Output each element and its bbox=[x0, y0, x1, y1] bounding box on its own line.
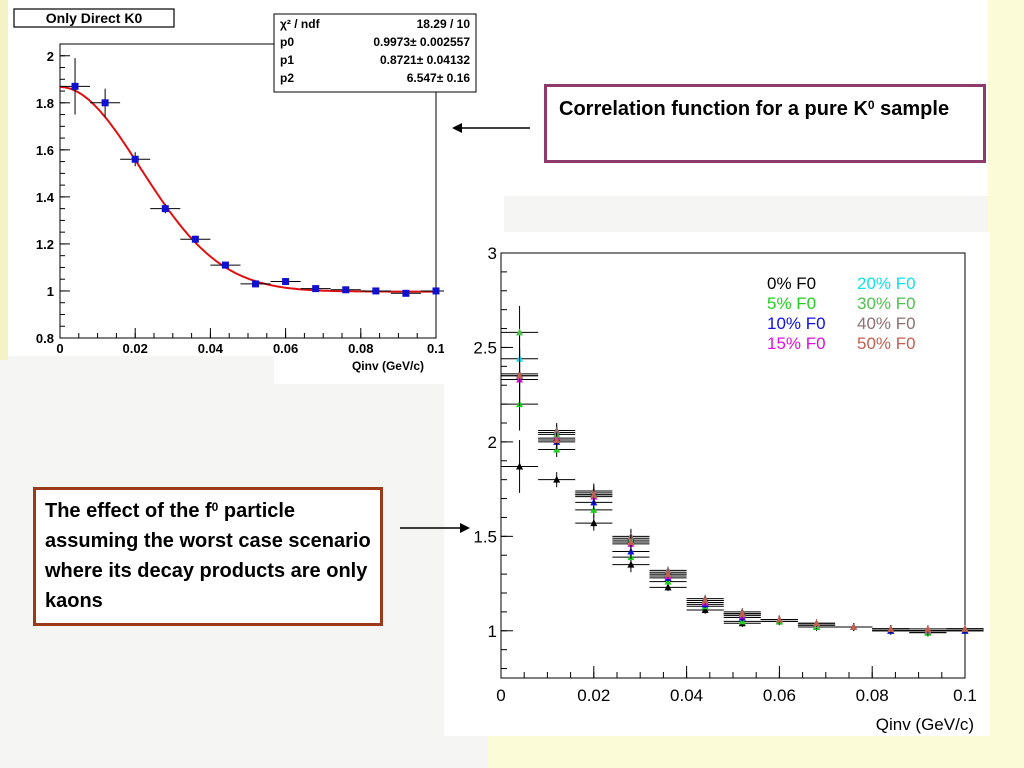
chart1-x-tick-label: 0.04 bbox=[198, 341, 224, 356]
chart2-legend-entry: 30% F0 bbox=[857, 294, 916, 313]
chart2-x-axis-label: Qinv (GeV/c) bbox=[876, 715, 974, 734]
chart2-point bbox=[813, 619, 821, 627]
callout-f0-text-pre: The effect of the f bbox=[45, 500, 212, 522]
chart1-x-tick-label: 0.06 bbox=[273, 341, 298, 356]
chart1-x-tick-label: 0.02 bbox=[123, 341, 148, 356]
chart1-stats-label: p0 bbox=[280, 35, 294, 49]
chart1-stats-label: χ² / ndf bbox=[280, 17, 321, 31]
chart2-legend-entry: 15% F0 bbox=[767, 334, 826, 353]
chart2-x-tick-label: 0.04 bbox=[670, 686, 703, 705]
chart1-title-box bbox=[13, 8, 175, 28]
arrow-to-chart1 bbox=[452, 123, 530, 133]
chart1-y-tick-label: 1.2 bbox=[36, 237, 54, 252]
background-strip-right bbox=[988, 0, 1024, 768]
chart2-point bbox=[516, 462, 524, 470]
chart2-point bbox=[924, 624, 932, 632]
chart2-point bbox=[701, 596, 709, 604]
chart2-point bbox=[664, 583, 672, 591]
chart2-legend-entry: 40% F0 bbox=[857, 314, 916, 333]
chart1-point bbox=[282, 278, 290, 286]
chart2-legend-entry: 10% F0 bbox=[767, 314, 826, 333]
chart1-point bbox=[372, 287, 380, 295]
callout-f0-superscript: 0 bbox=[211, 500, 219, 514]
chart2-panel bbox=[444, 232, 990, 736]
chart1-point bbox=[252, 280, 260, 288]
chart2-point bbox=[553, 426, 561, 434]
chart1-point bbox=[161, 205, 169, 213]
chart2-point bbox=[961, 624, 969, 632]
chart1-stats-box bbox=[273, 13, 477, 93]
chart2-y-tick-label: 2 bbox=[488, 433, 497, 452]
chart2-x-tick-label: 0.06 bbox=[763, 686, 796, 705]
chart2-point bbox=[775, 615, 783, 623]
chart1-point bbox=[342, 286, 350, 294]
chart2-y-tick-label: 3 bbox=[488, 244, 497, 263]
chart2-point bbox=[627, 538, 635, 545]
chart1-x-tick-label: 0.08 bbox=[348, 341, 373, 356]
chart1-point bbox=[101, 99, 109, 107]
chart1-point bbox=[432, 287, 440, 295]
callout-pure-k0-tail: sample bbox=[874, 98, 950, 120]
chart1-y-tick-label: 0.8 bbox=[36, 331, 54, 346]
chart1-y-tick-label: 1.8 bbox=[36, 96, 54, 111]
chart1-y-tick-label: 1.4 bbox=[36, 190, 55, 205]
chart1-stats-label: p2 bbox=[280, 71, 294, 85]
background-strip-left bbox=[0, 0, 8, 360]
chart2-point bbox=[553, 436, 561, 443]
chart2-legend-entry: 50% F0 bbox=[857, 334, 916, 353]
chart1-stats-value: 0.9973± 0.002557 bbox=[373, 35, 470, 49]
chart1-x-tick-label: 0.1 bbox=[427, 341, 445, 356]
chart2-legend-entry: 20% F0 bbox=[857, 274, 916, 293]
chart1-point bbox=[402, 289, 410, 297]
callout-pure-k0-text: Correlation function for a pure K bbox=[559, 98, 868, 120]
callout-f0-effect: The effect of the f0 particle assuming t… bbox=[33, 487, 383, 626]
chart1-stats-value: 6.547± 0.16 bbox=[407, 71, 471, 85]
background-strip-bottom bbox=[488, 736, 1024, 768]
chart1-point bbox=[71, 82, 79, 90]
chart2-point bbox=[553, 475, 561, 483]
chart2-x-tick-label: 0 bbox=[496, 686, 505, 705]
chart2-point bbox=[590, 490, 598, 498]
chart2-legend-entry: 0% F0 bbox=[767, 274, 816, 293]
chart2-point bbox=[516, 371, 524, 379]
chart1-y-tick-label: 1 bbox=[47, 284, 54, 299]
chart1-direct-k0: Only Direct K0 0 0.02 0.04 0.06 0.08 0.1 0.8 1 1… bbox=[13, 8, 477, 373]
chart2-point bbox=[590, 519, 598, 527]
chart2-point bbox=[850, 623, 858, 630]
chart1-title: Only Direct K0 bbox=[46, 10, 143, 26]
chart1-point bbox=[312, 285, 320, 293]
chart1-point bbox=[131, 155, 139, 163]
chart1-x-tick-label: 0 bbox=[56, 341, 63, 356]
chart2-point bbox=[887, 624, 895, 632]
chart1-x-axis-label: Qinv (GeV/c) bbox=[352, 359, 424, 373]
callout-pure-k0: Correlation function for a pure K0 sampl… bbox=[544, 84, 986, 163]
chart2-x-tick-label: 0.08 bbox=[856, 686, 889, 705]
chart2-point bbox=[738, 609, 746, 617]
chart2-f0-effect: 0 0.02 0.04 0.06 0.08 0.1 1 1.5 2 2.5 3 0% F05% F0… bbox=[473, 244, 984, 734]
chart1-stats-value: 0.8721± 0.04132 bbox=[380, 53, 470, 67]
chart1-point bbox=[221, 261, 229, 269]
chart2-y-tick-label: 1 bbox=[488, 622, 497, 641]
chart2-y-tick-label: 2.5 bbox=[473, 338, 497, 357]
arrow-to-chart2 bbox=[400, 523, 470, 533]
chart1-stats-value: 18.29 / 10 bbox=[417, 17, 471, 31]
chart2-x-tick-label: 0.1 bbox=[953, 686, 977, 705]
chart1-fit-curve bbox=[59, 86, 436, 293]
chart2-point bbox=[664, 566, 672, 574]
chart2-legend-entry: 5% F0 bbox=[767, 294, 816, 313]
chart2-point bbox=[516, 328, 524, 336]
chart1-point bbox=[191, 235, 199, 243]
chart1-y-tick-label: 2 bbox=[47, 49, 54, 64]
callout-pure-k0-superscript: 0 bbox=[867, 98, 875, 112]
chart2-x-tick-label: 0.02 bbox=[577, 686, 610, 705]
chart2-point bbox=[664, 570, 672, 578]
chart1-stats-label: p1 bbox=[280, 53, 294, 67]
chart1-y-tick-label: 1.6 bbox=[36, 143, 54, 158]
callout-f0-text-post: particle assuming the worst case scenari… bbox=[45, 500, 371, 612]
chart2-y-tick-label: 1.5 bbox=[473, 527, 497, 546]
